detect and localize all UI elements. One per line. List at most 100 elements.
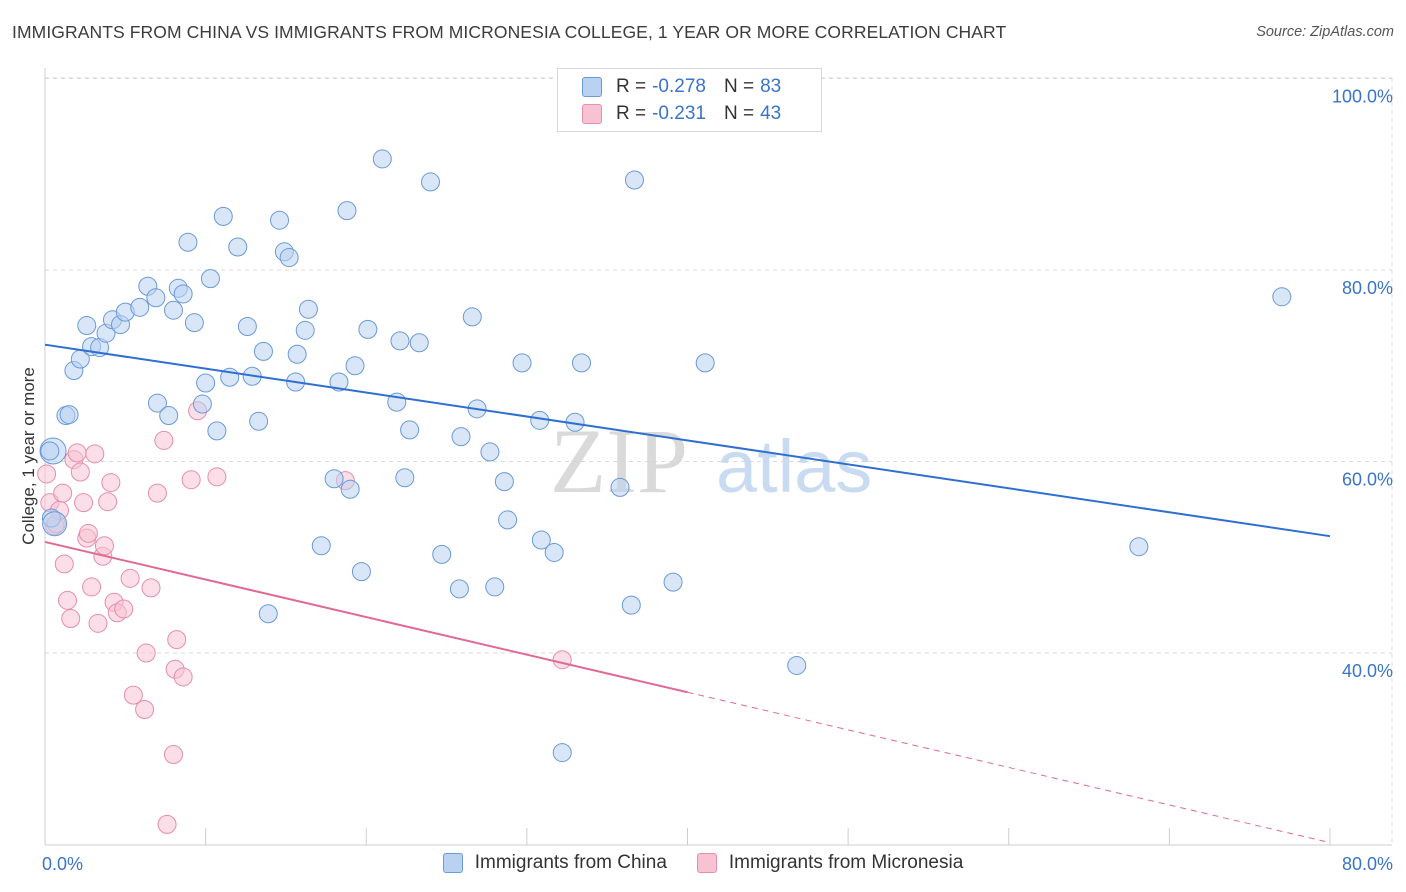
- china-point: [42, 511, 68, 537]
- micronesia-point: [37, 464, 57, 484]
- china-point: [173, 284, 193, 304]
- china-point: [432, 544, 452, 564]
- micronesia-point: [552, 650, 572, 670]
- china-point: [146, 288, 166, 308]
- china-point: [610, 477, 630, 497]
- y-axis-title: College, 1 year or more: [19, 367, 38, 545]
- china-point: [663, 572, 683, 592]
- china-point: [421, 172, 440, 192]
- china-point: [345, 356, 365, 376]
- legend-item-micronesia: Immigrants from Micronesia: [696, 852, 963, 874]
- series-legend: Immigrants from China Immigrants from Mi…: [0, 852, 1406, 874]
- micronesia-legend-swatch: [696, 853, 717, 873]
- china-point: [1129, 537, 1149, 557]
- china-point: [237, 316, 257, 336]
- china-point: [249, 411, 269, 431]
- legend-item-china: Immigrants from China: [442, 852, 667, 874]
- china-n-label: N =: [723, 76, 755, 97]
- china-point: [462, 307, 482, 327]
- china-point: [390, 331, 410, 351]
- micronesia-point: [74, 493, 94, 513]
- china-point: [498, 510, 518, 530]
- micronesia-point: [70, 462, 90, 482]
- trend-lines: [44, 343, 1331, 844]
- micronesia-point: [98, 492, 118, 512]
- micronesia-swatch: [582, 104, 602, 124]
- china-point: [213, 206, 233, 226]
- china-point: [77, 316, 97, 336]
- micronesia-point: [135, 699, 155, 719]
- micronesia-point: [82, 577, 102, 597]
- y-tick-label-80: 80.0%: [1342, 278, 1393, 298]
- china-point: [178, 232, 198, 252]
- china-point: [159, 406, 179, 426]
- china-point: [571, 353, 591, 373]
- china-point: [552, 743, 572, 763]
- china-point: [494, 472, 514, 492]
- china-point: [624, 170, 644, 190]
- china-point: [400, 420, 420, 440]
- micronesia-point: [181, 470, 201, 490]
- china-point: [192, 394, 212, 414]
- china-point: [258, 604, 278, 624]
- micronesia-point: [67, 443, 87, 463]
- correlation-legend: R = -0.278 N = 83 R = -0.231 N = 43: [557, 68, 822, 132]
- y-tick-label-60: 60.0%: [1342, 470, 1393, 490]
- micronesia-point: [207, 467, 227, 487]
- micronesia-r-label: R =: [616, 103, 647, 124]
- china-point: [337, 201, 357, 221]
- micronesia-point: [94, 536, 114, 556]
- micronesia-point: [88, 613, 108, 633]
- micronesia-point: [141, 578, 161, 598]
- china-point: [130, 297, 150, 317]
- china-point: [544, 542, 564, 562]
- china-legend-swatch: [442, 853, 463, 873]
- china-point: [324, 469, 344, 489]
- china-point: [787, 655, 807, 675]
- micronesia-point: [157, 814, 177, 834]
- china-trend-line: [44, 343, 1331, 538]
- micronesia-trend-extension: [687, 691, 1331, 844]
- china-point: [480, 442, 500, 462]
- micronesia-point: [61, 609, 81, 629]
- china-point: [531, 530, 551, 550]
- china-point: [164, 300, 183, 320]
- micronesia-r-value: -0.231: [652, 103, 706, 124]
- micronesia-point: [57, 590, 77, 610]
- micronesia-n-label: N =: [723, 103, 755, 124]
- x-tick-label-min: 0.0%: [42, 854, 83, 874]
- micronesia-point: [114, 599, 134, 619]
- china-point: [287, 344, 307, 364]
- china-point: [358, 319, 378, 339]
- x-tick-label-max: 80.0%: [1342, 854, 1393, 874]
- micronesia-series: [37, 97, 614, 834]
- china-point: [372, 149, 392, 169]
- china-point: [298, 299, 318, 319]
- china-point: [621, 595, 641, 615]
- micronesia-point: [164, 744, 183, 764]
- axis-labels: 40.0% 60.0% 80.0% 100.0% 0.0% 80.0%: [42, 87, 1393, 875]
- micronesia-n-value: 43: [760, 103, 782, 124]
- micronesia-point: [78, 523, 98, 543]
- china-point: [196, 373, 216, 393]
- china-point: [147, 393, 167, 413]
- micronesia-point: [136, 643, 156, 663]
- china-point: [1272, 287, 1292, 307]
- china-swatch: [582, 77, 602, 97]
- china-point: [59, 405, 79, 425]
- china-point: [409, 333, 429, 353]
- micronesia-point: [120, 568, 140, 588]
- y-tick-label-40: 40.0%: [1342, 661, 1393, 681]
- micronesia-point: [101, 473, 121, 493]
- china-point: [329, 372, 349, 392]
- china-n-value: 83: [760, 76, 782, 97]
- china-point: [485, 577, 505, 597]
- chart-title: IMMIGRANTS FROM CHINA VS IMMIGRANTS FROM…: [12, 22, 1007, 42]
- china-legend-label: Immigrants from China: [474, 852, 667, 873]
- china-point: [228, 237, 248, 257]
- china-point: [270, 210, 290, 230]
- china-point: [253, 341, 273, 361]
- china-point: [40, 441, 60, 461]
- china-r-value: -0.278: [652, 76, 706, 97]
